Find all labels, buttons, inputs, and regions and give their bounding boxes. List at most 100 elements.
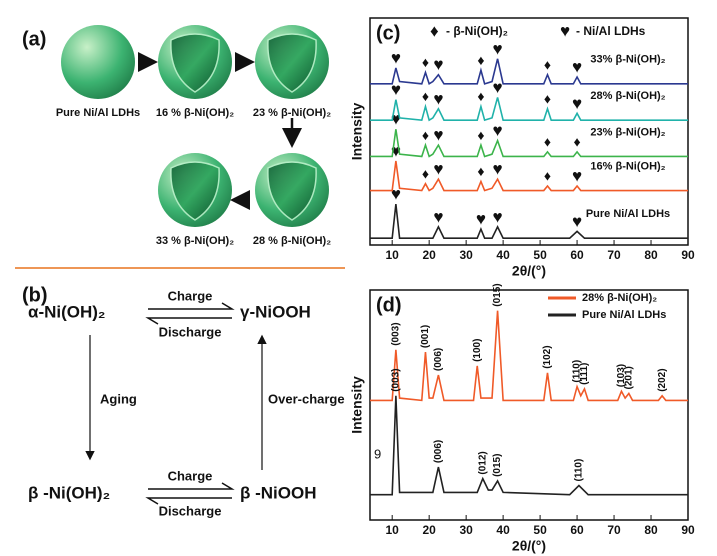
series-label: 28% β-Ni(OH)₂ bbox=[590, 90, 665, 102]
sample-label: 23 % β-Ni(OH)₂ bbox=[253, 107, 331, 119]
stray-text: 9 bbox=[374, 446, 381, 461]
peak-symbol: ♥ bbox=[493, 207, 503, 226]
shell bbox=[170, 161, 220, 221]
peak-symbol: ♥ bbox=[391, 110, 401, 129]
legend-label: 28% β-Ni(OH)₂ bbox=[582, 292, 657, 304]
peak-symbol: ♥ bbox=[391, 141, 401, 160]
peak-symbol: ♦ bbox=[422, 165, 429, 181]
hkl-label: (202) bbox=[657, 368, 668, 391]
x-tick-label: 90 bbox=[681, 523, 695, 537]
x-tick-label: 20 bbox=[422, 248, 436, 262]
arrow bbox=[148, 302, 235, 310]
peak-symbol: ♦ bbox=[544, 134, 551, 150]
xrd-pattern bbox=[370, 97, 688, 122]
peak-symbol: ♥ bbox=[493, 121, 503, 140]
x-axis-label: 2θ/(°) bbox=[512, 538, 546, 554]
peak-symbol: ♥ bbox=[493, 160, 503, 179]
series-label: Pure Ni/Al LDHs bbox=[586, 208, 670, 220]
peak-symbol: ♦ bbox=[477, 88, 484, 104]
xrd-pattern bbox=[370, 310, 688, 402]
shell bbox=[267, 161, 317, 221]
peak-symbol: ♥ bbox=[433, 207, 443, 226]
peak-symbol: ♦ bbox=[477, 127, 484, 143]
hkl-label: (012) bbox=[477, 451, 488, 474]
sample-label: 28 % β-Ni(OH)₂ bbox=[253, 235, 331, 247]
series-label: 23% β-Ni(OH)₂ bbox=[590, 126, 665, 138]
peak-symbol: ♥ bbox=[493, 78, 503, 97]
process: Charge bbox=[168, 468, 213, 483]
hkl-label: (006) bbox=[433, 440, 444, 463]
peak-symbol: ♥ bbox=[391, 48, 401, 67]
hkl-label: (001) bbox=[420, 325, 431, 348]
hkl-label: (015) bbox=[492, 283, 503, 306]
process: Discharge bbox=[159, 324, 222, 339]
panel-label: (b) bbox=[22, 284, 48, 306]
chart: 10 20 30 40 50 60 70 80 90 2θ/(°) Intensity (d) 9 28%… bbox=[349, 283, 695, 553]
panel-label: (a) bbox=[22, 28, 46, 50]
legend-symbol: ♦ bbox=[430, 21, 439, 40]
process: Aging bbox=[100, 391, 137, 406]
xrd-pattern bbox=[370, 129, 688, 158]
panel-a: Pure Ni/Al LDHs 16 % β-Ni(OH)₂ 23 % β-Ni(O… bbox=[56, 25, 331, 247]
x-tick-label: 40 bbox=[496, 523, 510, 537]
hkl-label: (006) bbox=[433, 348, 444, 371]
chart: 10 20 30 40 50 60 70 80 90 2θ/(°) Intensity (c) Pure… bbox=[349, 17, 695, 279]
hkl-label: (111) bbox=[579, 363, 590, 385]
sample-label: 16 % β-Ni(OH)₂ bbox=[156, 107, 234, 119]
legend-label: - Ni/Al LDHs bbox=[576, 24, 646, 38]
peak-symbol: ♦ bbox=[544, 56, 551, 72]
series-label: 33% β-Ni(OH)₂ bbox=[590, 54, 665, 66]
hkl-label: (103) bbox=[616, 364, 627, 387]
arrow bbox=[148, 482, 235, 490]
x-tick-label: 70 bbox=[607, 523, 621, 537]
peak-symbol: ♥ bbox=[433, 55, 443, 74]
x-tick-label: 60 bbox=[570, 523, 584, 537]
x-tick-label: 20 bbox=[422, 523, 436, 537]
peak-symbol: ♥ bbox=[433, 89, 443, 108]
species: α-Ni(OH)₂ bbox=[28, 302, 106, 321]
x-tick-label: 30 bbox=[459, 523, 473, 537]
x-tick-label: 40 bbox=[496, 248, 510, 262]
species: β -NiOOH bbox=[240, 483, 316, 502]
x-tick-label: 50 bbox=[533, 523, 547, 537]
arrow bbox=[145, 317, 232, 325]
peak-symbol: ♥ bbox=[572, 166, 582, 185]
peak-symbol: ♦ bbox=[422, 127, 429, 143]
legend-symbol: ♥ bbox=[560, 21, 570, 40]
x-tick-label: 80 bbox=[644, 248, 658, 262]
peak-symbol: ♥ bbox=[433, 160, 443, 179]
charts: 10 20 30 40 50 60 70 80 90 2θ/(°) Intensity (c) Pure… bbox=[349, 17, 695, 554]
plot-frame bbox=[369, 289, 689, 521]
xrd-pattern bbox=[370, 395, 688, 496]
x-tick-label: 90 bbox=[681, 248, 695, 262]
legend-label: Pure Ni/Al LDHs bbox=[582, 309, 666, 321]
x-tick-label: 70 bbox=[607, 248, 621, 262]
peak-symbol: ♥ bbox=[572, 58, 582, 77]
peak-symbol: ♥ bbox=[391, 185, 401, 204]
hkl-label: (015) bbox=[492, 454, 503, 477]
peak-symbol: ♥ bbox=[476, 210, 486, 229]
species: β -Ni(OH)₂ bbox=[28, 483, 110, 502]
peak-symbol: ♦ bbox=[422, 54, 429, 70]
sample-label: 33 % β-Ni(OH)₂ bbox=[156, 235, 234, 247]
process: Over-charge bbox=[268, 391, 345, 406]
peak-symbol: ♦ bbox=[573, 134, 580, 150]
peak-symbol: ♥ bbox=[572, 212, 582, 231]
hkl-label: (003) bbox=[391, 322, 402, 345]
legend-label: - β-Ni(OH)₂ bbox=[446, 24, 508, 38]
peak-symbol: ♦ bbox=[477, 163, 484, 179]
y-axis-label: Intensity bbox=[349, 103, 365, 161]
series-label: 16% β-Ni(OH)₂ bbox=[590, 160, 665, 172]
xrd-pattern bbox=[370, 58, 688, 86]
sample-label: Pure Ni/Al LDHs bbox=[56, 107, 140, 119]
shell bbox=[267, 33, 317, 93]
hkl-label: (100) bbox=[472, 339, 483, 362]
x-tick-label: 30 bbox=[459, 248, 473, 262]
x-tick-label: 10 bbox=[386, 248, 400, 262]
peak-symbol: ♦ bbox=[477, 52, 484, 68]
xrd-pattern bbox=[370, 160, 688, 192]
peak-symbol: ♦ bbox=[544, 91, 551, 107]
shell bbox=[170, 33, 220, 93]
panel-b: (b) α-Ni(OH)₂ γ-NiOOH β -Ni(OH)₂ β -NiOO… bbox=[22, 284, 345, 518]
